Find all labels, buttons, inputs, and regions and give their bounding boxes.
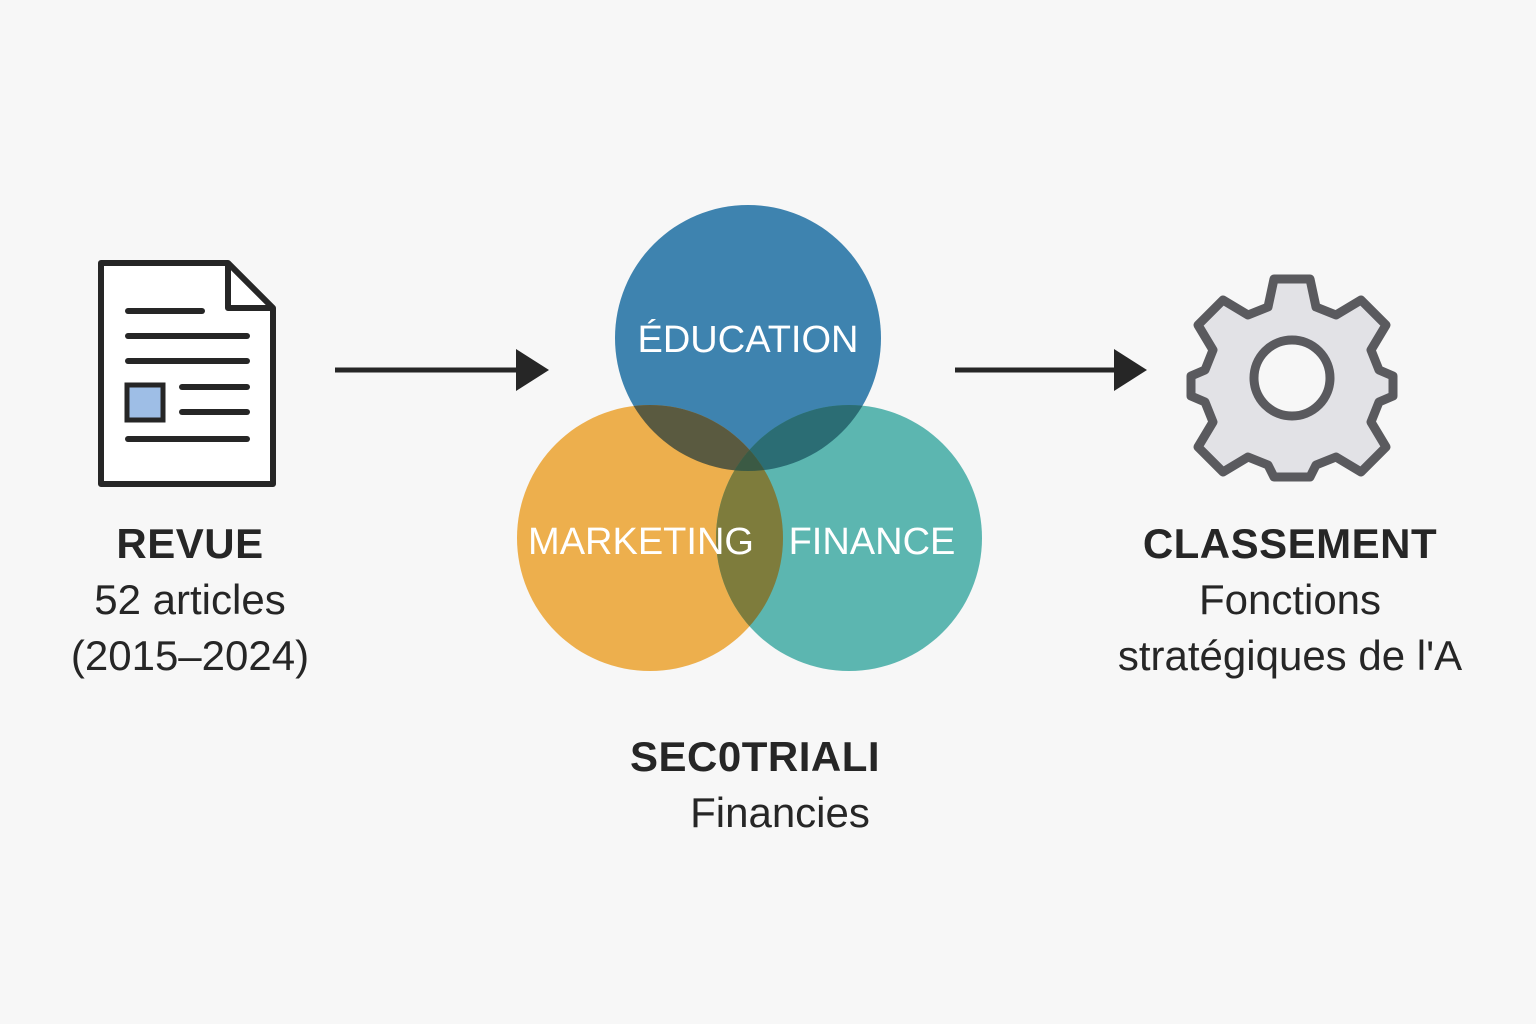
sectors-title: SEC0TRIALI [629, 733, 881, 780]
review-count: 52 articles [94, 576, 286, 623]
sector-venn: ÉDUCATION MARKETING FINANCE [517, 205, 982, 671]
sectors-subtitle: Financies [690, 789, 870, 836]
venn-circle-finance [716, 405, 982, 671]
review-period: (2015–2024) [70, 632, 310, 679]
gear-icon [1186, 274, 1398, 482]
classification-line2: stratégiques de l'A [1117, 632, 1463, 679]
review-caption: REVUE 52 articles (2015–2024) [40, 516, 340, 684]
flow-arrow-left [335, 349, 549, 391]
classification-caption: CLASSEMENT Fonctions stratégiques de l'A [1080, 516, 1500, 684]
review-title: REVUE [116, 520, 264, 567]
venn-label-marketing: MARKETING [528, 521, 754, 563]
venn-label-education: ÉDUCATION [638, 318, 859, 361]
venn-circle-education [615, 205, 881, 471]
sectors-caption: SEC0TRIALI Financies [600, 729, 910, 841]
classification-line1: Fonctions [1198, 576, 1382, 623]
flow-arrow-right [955, 349, 1147, 391]
document-icon [98, 260, 276, 487]
venn-circle-marketing [517, 405, 783, 671]
venn-label-finance: FINANCE [789, 521, 956, 563]
classification-title: CLASSEMENT [1142, 520, 1438, 567]
